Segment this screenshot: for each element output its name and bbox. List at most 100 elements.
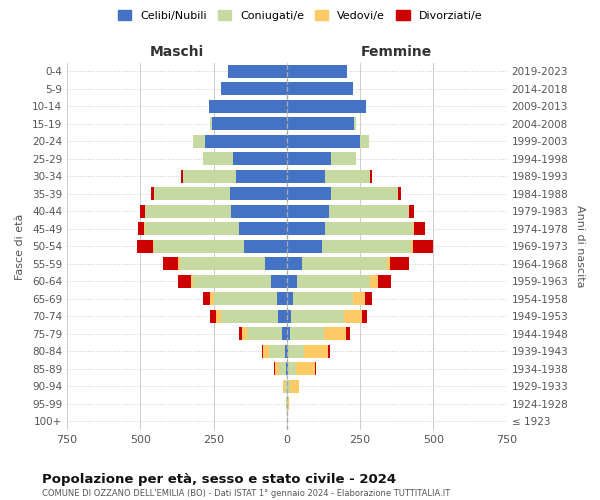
Bar [178, 258, 180, 270]
Bar [287, 188, 331, 200]
Bar [228, 65, 287, 78]
Bar [287, 398, 289, 410]
Bar [413, 240, 433, 253]
Bar [210, 292, 214, 306]
Bar [287, 205, 329, 218]
Bar [275, 362, 279, 376]
Bar [180, 258, 265, 270]
Bar [287, 240, 322, 253]
Bar [239, 222, 287, 235]
Bar [329, 205, 409, 218]
Bar [302, 258, 386, 270]
Bar [287, 118, 355, 130]
Bar [360, 135, 369, 148]
Bar [370, 170, 372, 183]
Bar [140, 205, 145, 218]
Bar [205, 135, 287, 148]
Bar [287, 135, 360, 148]
Bar [287, 100, 366, 113]
Bar [181, 170, 183, 183]
Bar [193, 275, 271, 288]
Bar [283, 380, 284, 393]
Bar [413, 222, 414, 235]
Bar [325, 222, 413, 235]
Bar [236, 170, 287, 183]
Text: Femmine: Femmine [361, 45, 433, 59]
Bar [221, 310, 278, 323]
Bar [287, 345, 289, 358]
Bar [230, 188, 287, 200]
Bar [279, 362, 286, 376]
Bar [412, 240, 413, 253]
Bar [323, 328, 346, 340]
Bar [296, 362, 315, 376]
Bar [154, 188, 230, 200]
Bar [214, 292, 277, 306]
Bar [244, 240, 287, 253]
Bar [378, 275, 391, 288]
Bar [137, 240, 152, 253]
Bar [209, 100, 287, 113]
Bar [331, 152, 356, 166]
Bar [287, 275, 297, 288]
Bar [287, 222, 325, 235]
Bar [137, 222, 144, 235]
Bar [231, 205, 287, 218]
Bar [269, 345, 286, 358]
Bar [355, 118, 356, 130]
Bar [288, 362, 296, 376]
Bar [287, 82, 353, 96]
Bar [370, 275, 378, 288]
Bar [287, 65, 347, 78]
Bar [154, 240, 244, 253]
Bar [211, 310, 215, 323]
Bar [344, 310, 362, 323]
Y-axis label: Anni di nascita: Anni di nascita [575, 205, 585, 288]
Bar [163, 258, 178, 270]
Bar [290, 380, 299, 393]
Bar [287, 362, 288, 376]
Bar [183, 170, 236, 183]
Bar [191, 275, 193, 288]
Bar [193, 135, 205, 148]
Bar [152, 240, 154, 253]
Bar [293, 292, 353, 306]
Bar [304, 345, 328, 358]
Y-axis label: Fasce di età: Fasce di età [15, 213, 25, 280]
Legend: Celibi/Nubili, Coniugati/e, Vedovi/e, Divorziati/e: Celibi/Nubili, Coniugati/e, Vedovi/e, Di… [113, 6, 487, 25]
Text: COMUNE DI OZZANO DELL'EMILIA (BO) - Dati ISTAT 1° gennaio 2024 - Elaborazione TU: COMUNE DI OZZANO DELL'EMILIA (BO) - Dati… [42, 489, 450, 498]
Bar [145, 205, 231, 218]
Bar [286, 345, 287, 358]
Bar [287, 310, 291, 323]
Bar [353, 292, 365, 306]
Bar [203, 152, 233, 166]
Bar [409, 205, 415, 218]
Text: Popolazione per età, sesso e stato civile - 2024: Popolazione per età, sesso e stato civil… [42, 472, 396, 486]
Bar [328, 345, 330, 358]
Bar [262, 345, 263, 358]
Bar [283, 328, 287, 340]
Bar [215, 310, 221, 323]
Bar [239, 328, 242, 340]
Bar [287, 258, 302, 270]
Bar [203, 292, 210, 306]
Bar [263, 345, 269, 358]
Bar [178, 275, 191, 288]
Bar [287, 292, 293, 306]
Bar [362, 310, 367, 323]
Bar [151, 188, 154, 200]
Bar [284, 380, 287, 393]
Bar [221, 82, 287, 96]
Bar [277, 292, 287, 306]
Bar [233, 152, 287, 166]
Bar [271, 275, 287, 288]
Bar [291, 310, 344, 323]
Bar [414, 222, 425, 235]
Bar [331, 188, 398, 200]
Text: Maschi: Maschi [150, 45, 204, 59]
Bar [322, 240, 412, 253]
Bar [325, 170, 370, 183]
Bar [346, 328, 350, 340]
Bar [242, 328, 247, 340]
Bar [386, 258, 390, 270]
